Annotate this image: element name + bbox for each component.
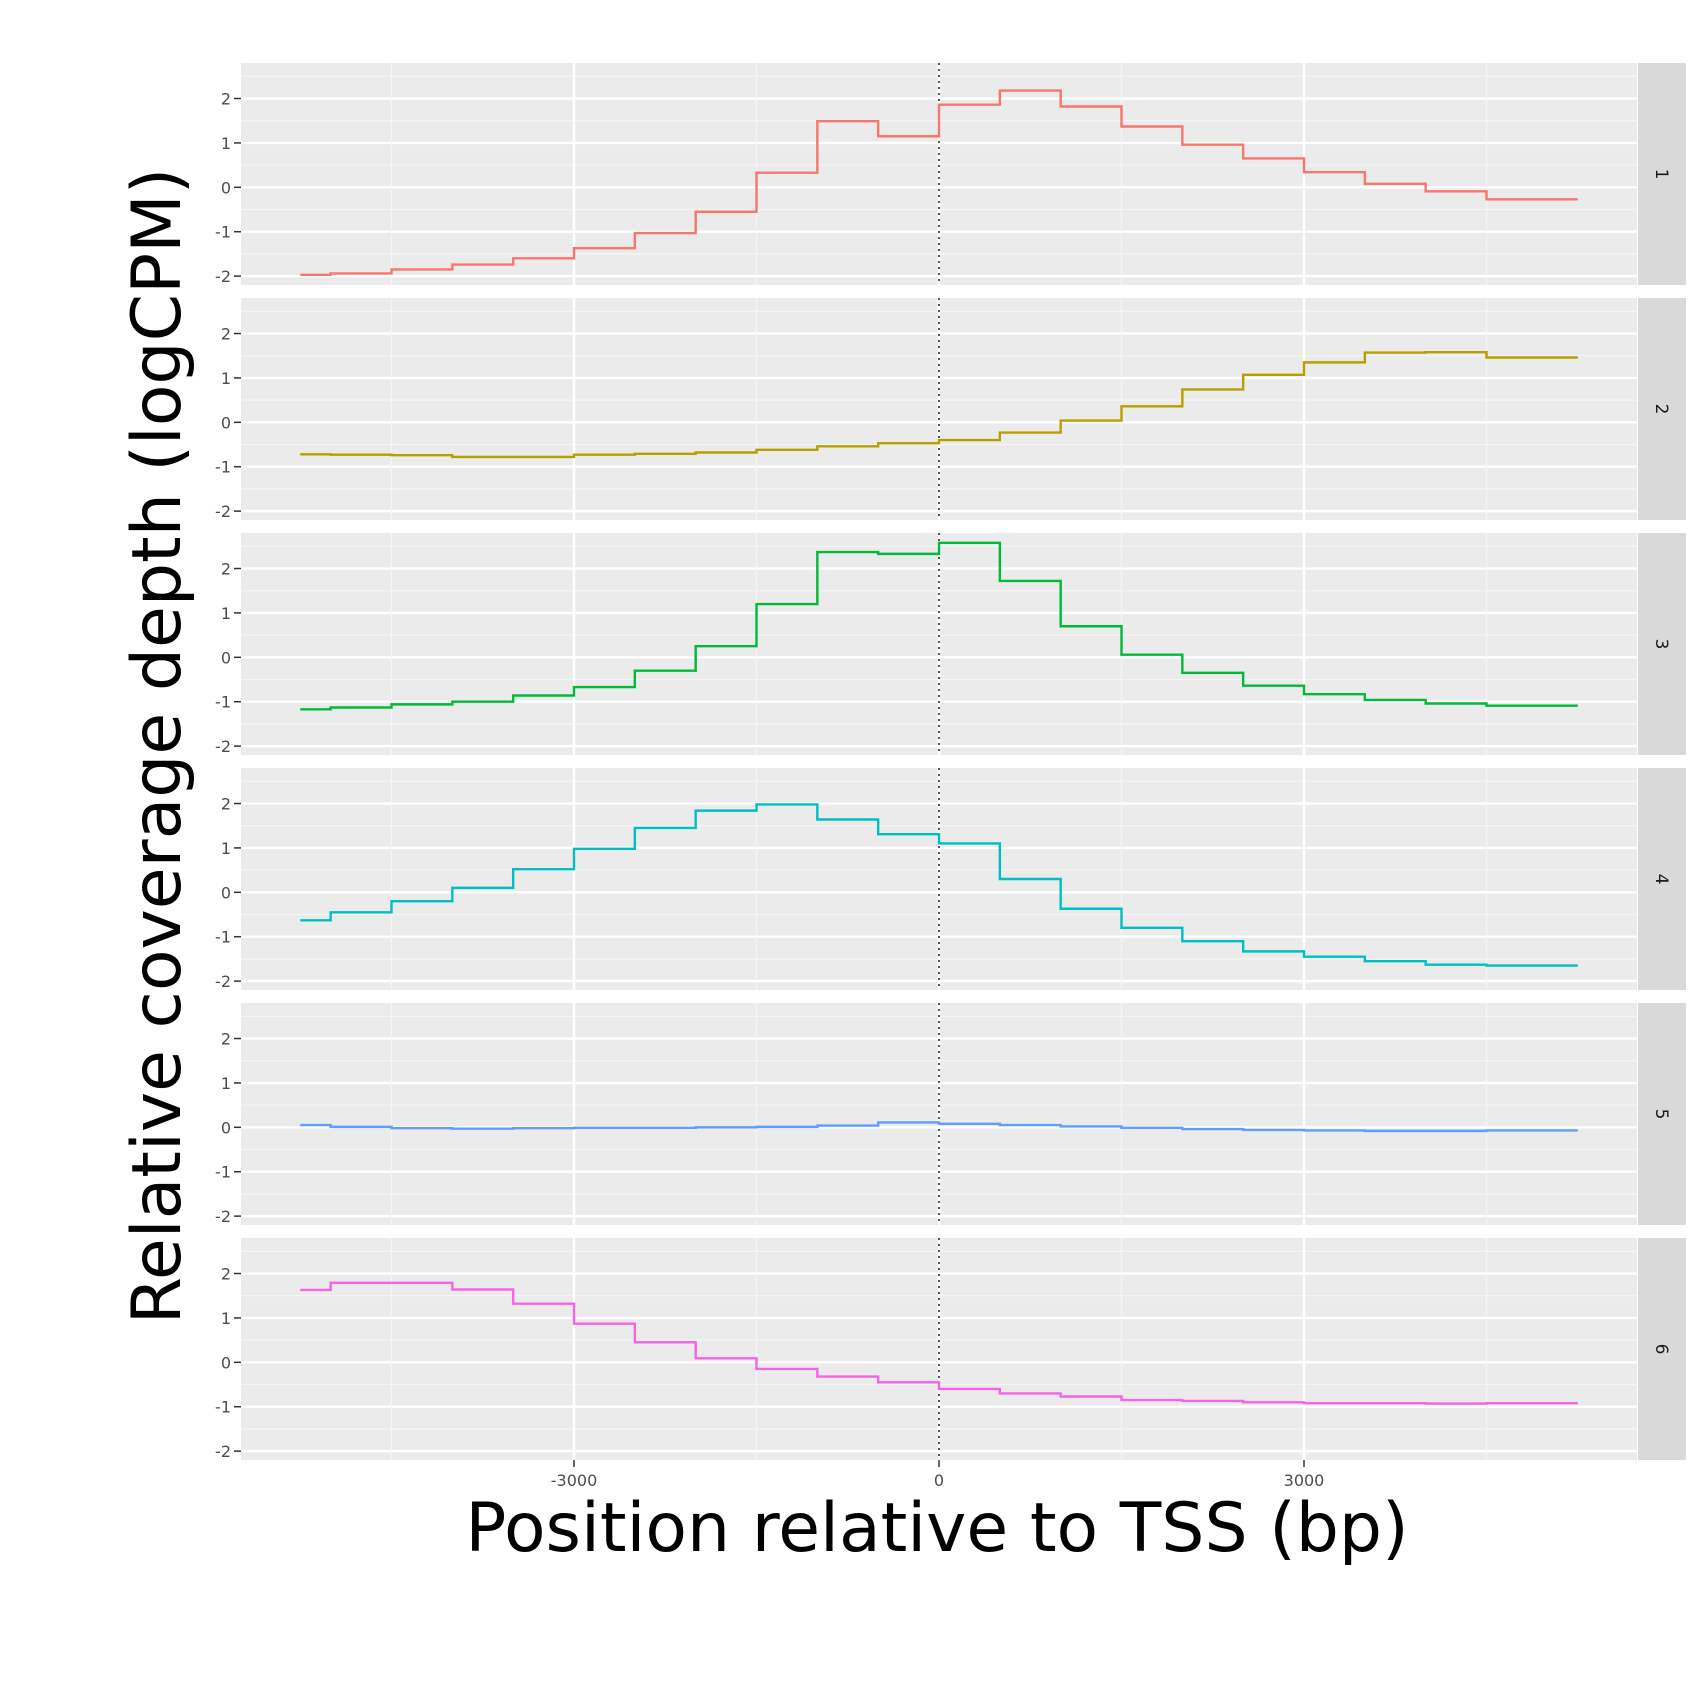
series-line-3 <box>300 541 1578 711</box>
x-tick-label: 0 <box>934 1471 944 1490</box>
y-tick-label: 0 <box>221 883 231 902</box>
facet-strip-label: 4 <box>1651 874 1671 885</box>
y-tick-label: -1 <box>215 458 231 477</box>
panels-layer: -2 -1 0 1 2 1 -2 -1 0 1 2 2 -2 -1 0 1 2 3 -2 -1 0 1 2 4 -2 -1 0 1 2 5… <box>215 63 1686 1490</box>
series-line-6 <box>300 1281 1578 1405</box>
facet-strip-label: 1 <box>1651 169 1671 180</box>
facet-strip <box>1638 1003 1686 1225</box>
panel-3: -2 -1 0 1 2 3 <box>215 533 1686 756</box>
panel-6: -2 -1 0 1 2 6 <box>215 1238 1686 1461</box>
facet-strip-label: 6 <box>1651 1344 1671 1355</box>
y-tick-label: 2 <box>221 325 231 344</box>
panel-1: -2 -1 0 1 2 1 <box>215 63 1686 286</box>
y-tick-label: -2 <box>215 1442 231 1461</box>
y-tick-label: 0 <box>221 178 231 197</box>
panel-2: -2 -1 0 1 2 2 <box>215 298 1686 521</box>
y-tick-label: 1 <box>221 134 231 153</box>
y-axis-title: Relative coverage depth (logCPM) <box>118 168 197 1325</box>
y-tick-label: -2 <box>215 972 231 991</box>
y-tick-label: 2 <box>221 795 231 814</box>
y-tick-label: 2 <box>221 560 231 579</box>
y-tick-label: -2 <box>215 1207 231 1226</box>
y-tick-label: -1 <box>215 928 231 947</box>
y-tick-label: 2 <box>221 90 231 109</box>
y-tick-label: 1 <box>221 1074 231 1093</box>
y-tick-label: -2 <box>215 737 231 756</box>
y-tick-label: -2 <box>215 502 231 521</box>
x-tick-label: 3000 <box>1284 1471 1325 1490</box>
y-tick-label: 2 <box>221 1265 231 1284</box>
facet-strip-label: 2 <box>1651 404 1671 415</box>
y-tick-label: 0 <box>221 1353 231 1372</box>
facet-strip-label: 5 <box>1651 1109 1671 1120</box>
x-axis-title: Position relative to TSS (bp) <box>465 1489 1408 1568</box>
y-tick-label: 0 <box>221 648 231 667</box>
y-tick-label: -2 <box>215 267 231 286</box>
y-tick-label: -1 <box>215 1163 231 1182</box>
panel-5: -2 -1 0 1 2 5 <box>215 1003 1686 1226</box>
y-tick-label: 0 <box>221 413 231 432</box>
facet-strip-label: 3 <box>1651 639 1671 650</box>
facet-strip <box>1638 298 1686 520</box>
series-line-4 <box>300 803 1578 967</box>
y-tick-label: -1 <box>215 693 231 712</box>
y-tick-label: 1 <box>221 604 231 623</box>
y-tick-label: -1 <box>215 1398 231 1417</box>
y-tick-label: -1 <box>215 223 231 242</box>
facet-strip <box>1638 63 1686 285</box>
y-tick-label: 0 <box>221 1118 231 1137</box>
facet-strip <box>1638 768 1686 990</box>
facet-strip <box>1638 1238 1686 1460</box>
series-line-1 <box>300 89 1578 276</box>
panel-4: -2 -1 0 1 2 4 <box>215 768 1686 991</box>
x-tick-label: -3000 <box>551 1471 598 1490</box>
y-tick-label: 2 <box>221 1030 231 1049</box>
series-line-5 <box>300 1121 1578 1133</box>
y-tick-label: 1 <box>221 1309 231 1328</box>
series-line-2 <box>300 350 1578 459</box>
y-tick-label: 1 <box>221 839 231 858</box>
y-tick-label: 1 <box>221 369 231 388</box>
facet-strip <box>1638 533 1686 755</box>
